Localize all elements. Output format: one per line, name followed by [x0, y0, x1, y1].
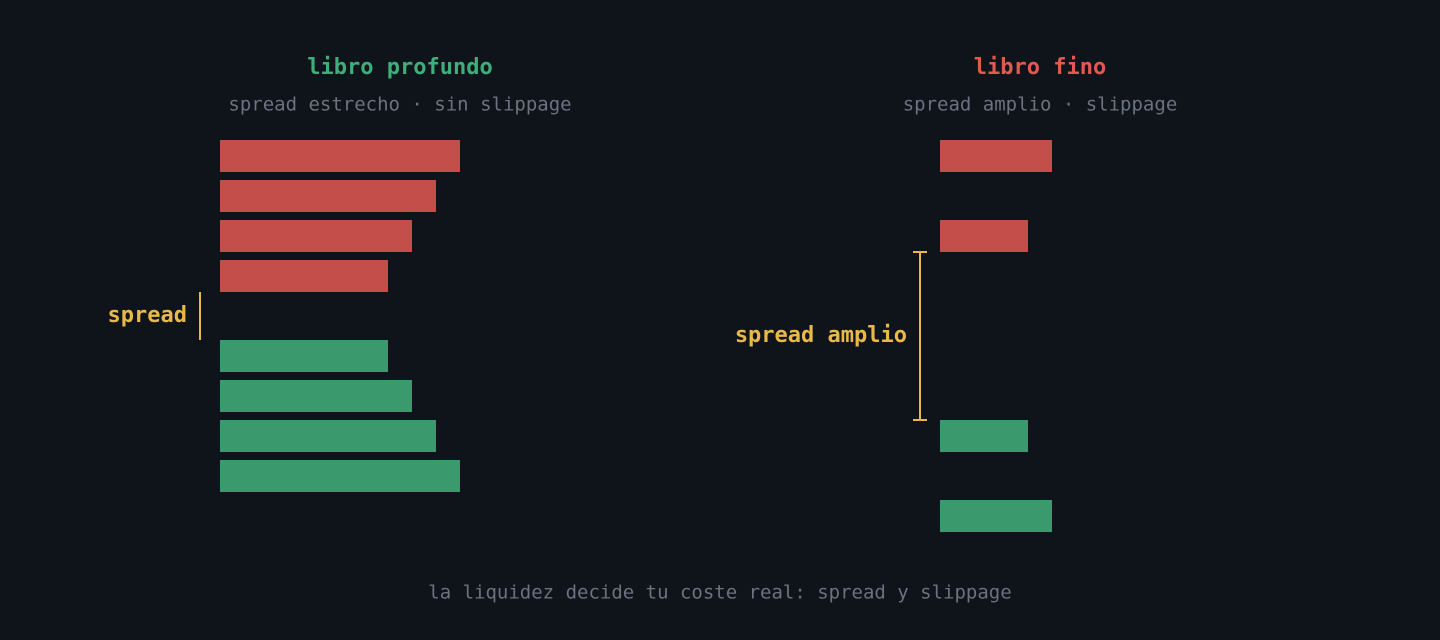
spread-bracket	[913, 251, 927, 421]
bid-bar	[940, 420, 1028, 452]
panel-title: libro fino	[974, 55, 1106, 80]
ask-bar	[220, 220, 412, 252]
ask-bar	[220, 140, 460, 172]
panel-subtitle: spread estrecho · sin slippage	[228, 94, 571, 116]
spread-label: spread	[108, 303, 187, 328]
footer: la liquidez decide tu coste real: spread…	[428, 582, 1011, 604]
spread-label: spread amplio	[735, 323, 907, 348]
bid-bar	[220, 380, 412, 412]
panel-title: libro profundo	[307, 55, 492, 80]
bid-bar	[940, 500, 1052, 532]
bid-bar	[220, 340, 388, 372]
ask-bar	[220, 180, 436, 212]
ask-bar	[940, 140, 1052, 172]
panel-subtitle: spread amplio · slippage	[903, 94, 1178, 116]
bid-bar	[220, 420, 436, 452]
ask-bar	[940, 220, 1028, 252]
ask-bar	[220, 260, 388, 292]
bid-bar	[220, 460, 460, 492]
left-panel: libro profundo spread estrecho · sin sli…	[108, 55, 572, 492]
right-panel: libro fino spread amplio · slippage spre…	[735, 55, 1177, 532]
